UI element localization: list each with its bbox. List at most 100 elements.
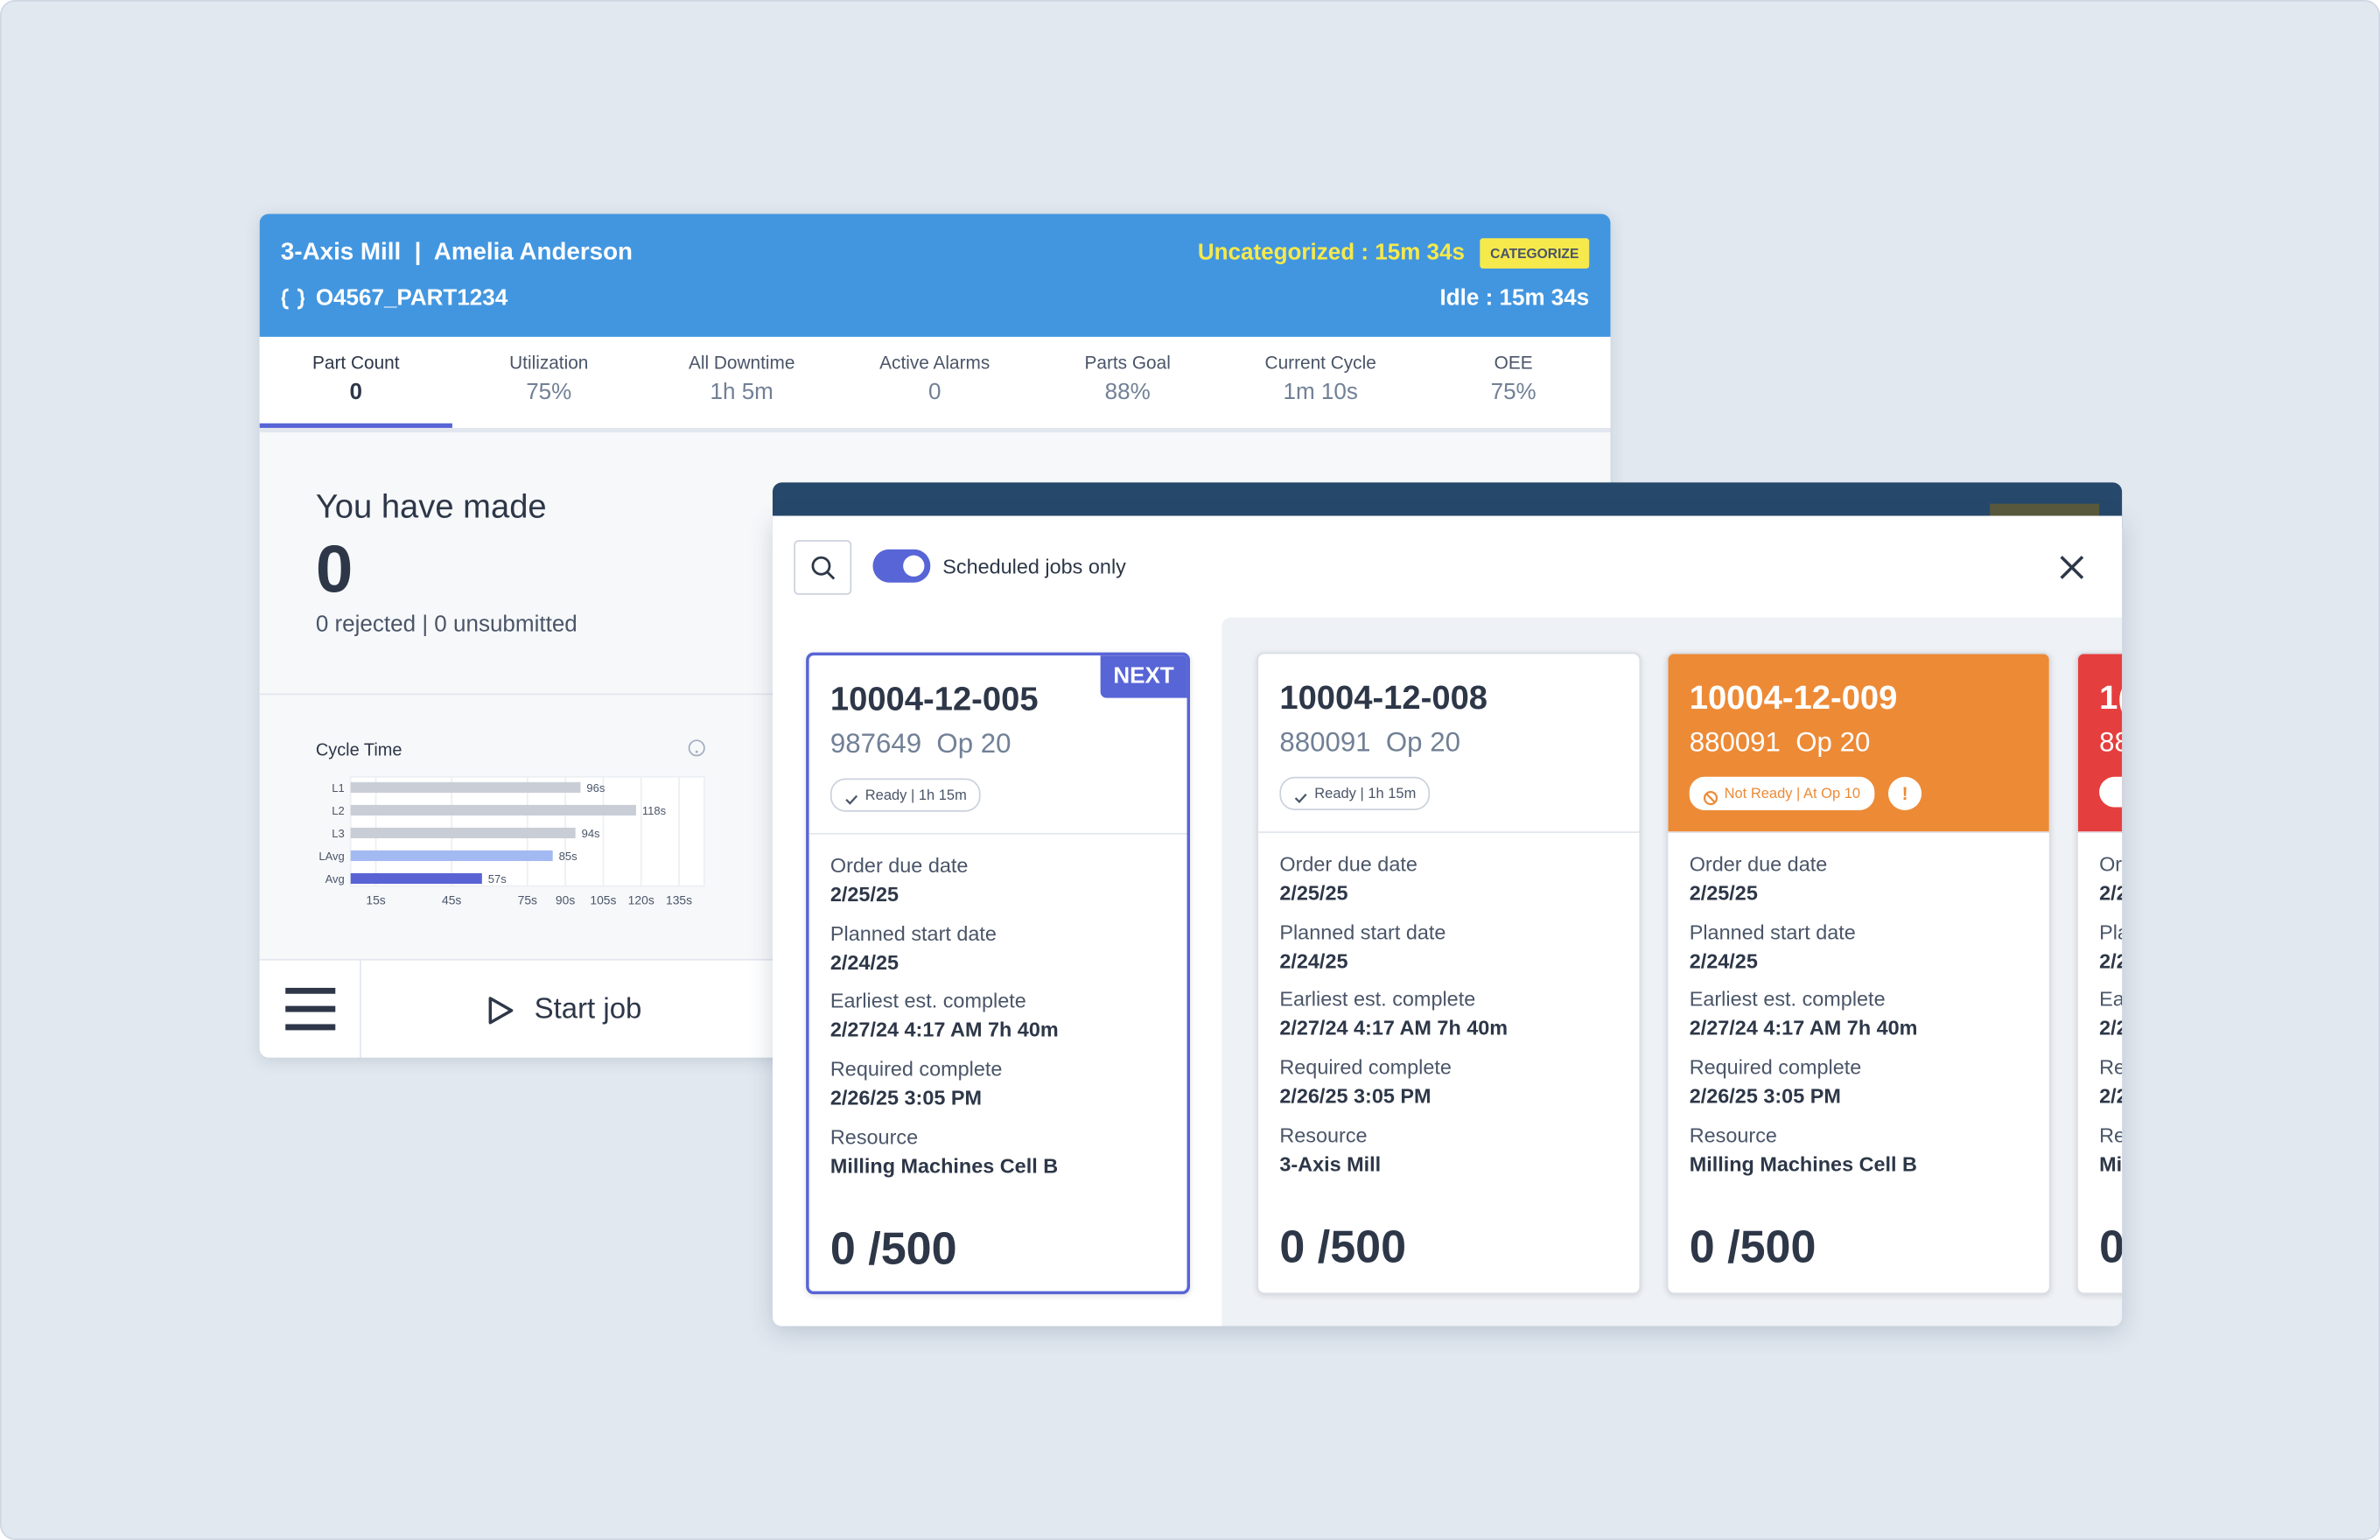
job-card[interactable]: 10004-12-008 880091 Op 20 Ready | 1h 15m Or… — [1256, 652, 1642, 1295]
field-value: 2/25/25 — [830, 883, 900, 906]
value-label: 96s — [586, 781, 605, 794]
value-label: 118s — [642, 804, 667, 817]
scheduled-toggle[interactable] — [872, 549, 931, 583]
search-button[interactable] — [794, 540, 852, 595]
job-card[interactable]: 10004-12-005 987649 Op 20 Ready | 1h 15m NE… — [806, 652, 1191, 1295]
value-label: 57s — [488, 872, 507, 886]
metric[interactable]: OEE 75% — [1418, 337, 1610, 428]
job-card-header: 10004-12-005 987649 Op 20 Ready | 1h 15m — [808, 655, 1187, 835]
metric-label: Utilization — [509, 352, 589, 374]
metric-value: 75% — [526, 379, 572, 405]
field-label: Order due date — [1279, 852, 1418, 876]
field-value: 2/27/24 4:17 AM 7h 40m — [1689, 1017, 1918, 1040]
value-label: 85s — [559, 850, 578, 863]
metric[interactable]: Current Cycle 1m 10s — [1224, 337, 1417, 428]
status-text: Ready | 1h 15m — [1314, 785, 1417, 802]
status-icon — [1703, 786, 1718, 806]
bar — [350, 804, 636, 816]
jobs-modal: Scheduled jobs only 10004-12-005 987649 O… — [772, 515, 2123, 1326]
field-label: Re — [2099, 1056, 2122, 1080]
field-value: 2/24/25 — [1689, 948, 1758, 972]
field-label: Earliest est. complete — [1689, 988, 1886, 1012]
job-part: 88 — [2099, 726, 2122, 758]
metric[interactable]: Parts Goal 88% — [1032, 337, 1224, 428]
field-label: Planned start date — [830, 921, 997, 945]
status-pill: Not Ready | At Op 10 — [1689, 776, 1874, 810]
close-button[interactable] — [2060, 556, 2084, 580]
field-label: Ea — [2099, 988, 2123, 1012]
status-pill: Ready | 1h 15m — [1279, 776, 1430, 810]
field-label: Order due date — [830, 854, 969, 878]
field-value: 2/2 — [2099, 1084, 2122, 1108]
job-card[interactable]: 10004-12-009 880091 Op 20 Not Ready | At O… — [1666, 652, 2051, 1295]
job-card-header: 10004-12-009 880091 Op 20 Not Ready | At O… — [1668, 654, 2049, 833]
menu-button[interactable] — [285, 987, 336, 1032]
metrics-bar: Part Count 0 Utilization 75% All Downtime 1h … — [259, 336, 1611, 433]
field-label: Required complete — [1279, 1056, 1452, 1080]
metric[interactable]: Utilization 75% — [452, 337, 645, 428]
bar — [350, 827, 576, 839]
metric-value: 1m 10s — [1283, 379, 1358, 405]
job-quantity: 0 /500 — [830, 1224, 957, 1275]
field-value: 2/24/25 — [830, 950, 900, 974]
job-quantity: 0 /500 — [1279, 1222, 1407, 1273]
help-icon[interactable] — [688, 738, 706, 757]
start-job-button[interactable]: Start job — [534, 993, 642, 1026]
field-value: 2/26/25 3:05 PM — [830, 1086, 983, 1110]
y-tick-label: L1 — [332, 781, 344, 794]
field-label: Order due date — [1689, 852, 1828, 876]
field-value: 3-Axis Mill — [1279, 1152, 1382, 1176]
program-icon — [281, 288, 304, 310]
x-tick-label: 75s — [518, 892, 537, 906]
metric[interactable]: All Downtime 1h 5m — [646, 337, 838, 428]
field-value: Milling Machines Cell B — [830, 1154, 1059, 1178]
toggle-label: Scheduled jobs only — [942, 555, 1126, 578]
metric-value: 0 — [928, 379, 942, 405]
field-value: 2/25/25 — [1279, 881, 1348, 905]
y-tick-label: Avg — [326, 872, 345, 886]
metric-label: OEE — [1494, 352, 1533, 374]
field-label: Earliest est. complete — [1279, 988, 1476, 1012]
status-pill — [2099, 776, 2123, 808]
bar — [350, 850, 553, 862]
field-value: 2/27/24 4:17 AM 7h 40m — [1279, 1017, 1508, 1040]
metric-value: 75% — [1490, 379, 1536, 405]
program-name: O4567_PART1234 — [315, 284, 508, 312]
y-tick-label: L2 — [332, 804, 344, 817]
job-id: 10004-12-009 — [1689, 678, 1898, 717]
job-part: 880091 Op 20 — [1279, 726, 1460, 758]
alert-icon[interactable]: ! — [1887, 776, 1922, 810]
field-value: 2/25/25 — [1689, 881, 1758, 905]
status-text: Ready | 1h 15m — [864, 787, 967, 804]
job-card-header: 1(88 — [2077, 654, 2123, 833]
job-quantity: 0 /500 — [1689, 1222, 1816, 1273]
summary-count: 0 — [315, 532, 354, 607]
x-tick-label: 135s — [666, 892, 692, 906]
field-label: Re — [2099, 1124, 2122, 1147]
job-quantity: 0 — [2099, 1223, 2122, 1275]
metric-label: Active Alarms — [879, 352, 990, 374]
metric[interactable]: Active Alarms 0 — [838, 337, 1031, 428]
x-tick-label: 45s — [442, 892, 461, 906]
categorize-button[interactable]: CATEGORIZE — [1480, 238, 1590, 269]
job-card[interactable]: 1(88Or2/2Pla2/2Ea2/2Re2/2ReMi0 — [2076, 652, 2123, 1295]
field-value: 2/2 — [2099, 1017, 2122, 1040]
job-part: 880091 Op 20 — [1689, 726, 1871, 758]
x-tick-label: 15s — [366, 892, 385, 906]
status-icon — [1293, 786, 1308, 804]
y-tick-label: L3 — [332, 827, 344, 840]
field-label: Resource — [830, 1125, 919, 1149]
idle-time: Idle : 15m 34s — [1439, 284, 1590, 312]
job-id: 10004-12-005 — [830, 679, 1039, 718]
metric-value: 88% — [1104, 379, 1151, 405]
y-tick-label: LAvg — [318, 850, 344, 863]
field-label: Or — [2099, 852, 2123, 876]
status-pill: Ready | 1h 15m — [830, 778, 981, 812]
cycle-time-chart: 15s 45s 75s 90s 105s 120s 135s L1 96s L2 118s L3 94s… — [318, 775, 705, 906]
field-label: Resource — [1279, 1124, 1368, 1147]
metric[interactable]: Part Count 0 — [260, 337, 452, 428]
uncategorized-time: Uncategorized : 15m 34s — [1197, 239, 1465, 266]
machine-title: 3-Axis Mill | Amelia Anderson — [280, 239, 634, 266]
metric-label: All Downtime — [688, 352, 795, 374]
summary-heading: You have made — [315, 486, 547, 525]
